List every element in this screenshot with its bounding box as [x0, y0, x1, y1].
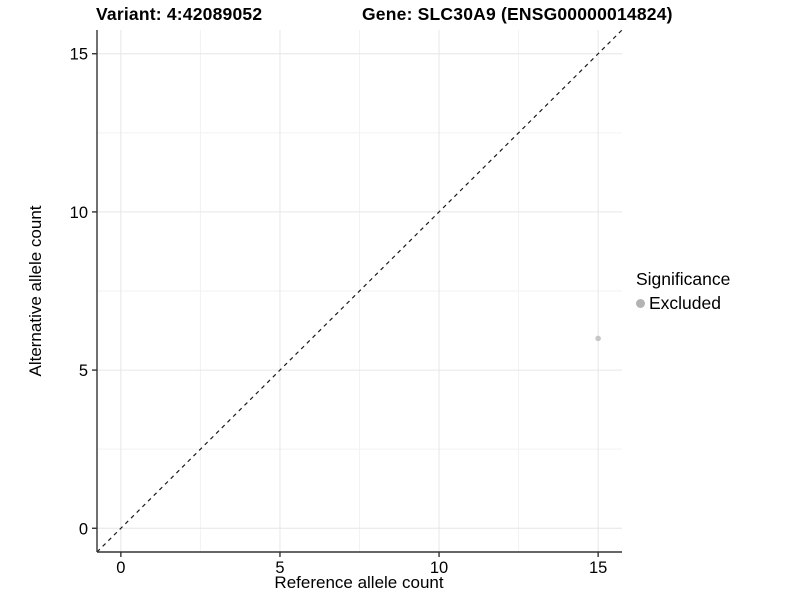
y-tick-label: 10 [70, 204, 88, 222]
legend: Significance Excluded [636, 269, 730, 314]
legend-entry-label: Excluded [649, 293, 721, 313]
plot-title-variant: Variant: 4:42089052 [96, 4, 263, 24]
x-tick-label: 0 [116, 559, 125, 577]
y-tick-label: 15 [70, 46, 88, 64]
identity-line [96, 29, 623, 553]
data-point [595, 335, 601, 342]
x-axis-title: Reference allele count [274, 573, 444, 592]
x-tick-label: 15 [589, 559, 607, 577]
x-tick-label: 5 [275, 559, 284, 577]
y-axis-title: Alternative allele count [26, 205, 45, 377]
legend-title: Significance [636, 269, 731, 289]
y-tick-label: 5 [79, 362, 88, 380]
plot-title-gene: Gene: SLC30A9 (ENSG00000014824) [362, 4, 673, 24]
legend-point-icon [636, 299, 645, 308]
legend-entry-excluded: Excluded [636, 293, 730, 314]
x-tick-label: 10 [430, 559, 448, 577]
y-tick-label: 0 [79, 520, 88, 538]
